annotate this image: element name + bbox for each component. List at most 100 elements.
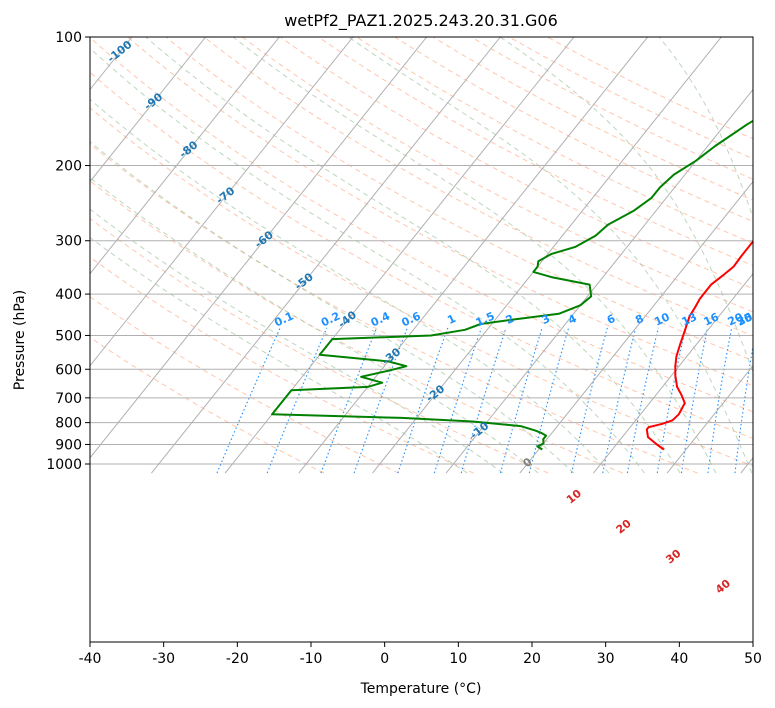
isotherm-label: 30 bbox=[663, 547, 683, 567]
mixing-ratio-line bbox=[734, 342, 753, 474]
isotherm-label: -60 bbox=[252, 228, 276, 251]
mixing-ratio-label: 4 bbox=[566, 312, 579, 327]
x-tick-label: 40 bbox=[670, 651, 688, 667]
mixing-ratio-label: 10 bbox=[652, 310, 672, 328]
dry-adiabat bbox=[394, 37, 753, 223]
y-tick-label: 200 bbox=[55, 159, 82, 175]
moist-adiabat bbox=[499, 37, 753, 374]
moist-adiabat bbox=[232, 37, 717, 474]
dry-adiabat bbox=[356, 37, 753, 244]
dry-adiabat bbox=[241, 37, 753, 313]
mixing-ratio-line bbox=[571, 327, 608, 474]
isotherm-line bbox=[90, 37, 280, 275]
dry-adiabat bbox=[432, 37, 753, 201]
mixing-ratio-label: 1 bbox=[445, 312, 457, 327]
dry-adiabat bbox=[203, 37, 753, 337]
x-tick-label: 20 bbox=[523, 651, 541, 667]
y-axis-label: Pressure (hPa) bbox=[12, 290, 28, 390]
mixing-ratio-line bbox=[499, 327, 543, 474]
mixing-ratio-line bbox=[707, 327, 733, 474]
mixing-ratio-line bbox=[656, 327, 687, 474]
dry-adiabat bbox=[90, 218, 549, 474]
mixing-ratio-line bbox=[353, 327, 408, 474]
dry-adiabat bbox=[90, 143, 698, 474]
x-tick-label: -10 bbox=[300, 651, 323, 667]
mixing-ratio-label: 0.4 bbox=[369, 309, 392, 329]
y-tick-label: 300 bbox=[55, 234, 82, 250]
mixing-ratio-line bbox=[433, 327, 482, 474]
background-lines bbox=[90, 37, 775, 474]
mixing-ratio-line bbox=[758, 328, 775, 473]
moist-adiabat bbox=[90, 208, 504, 474]
dry-adiabat bbox=[280, 37, 753, 290]
isotherm-line bbox=[90, 37, 133, 91]
dry-adiabat bbox=[547, 37, 753, 140]
y-tick-label: 100 bbox=[55, 30, 82, 46]
plot-frame bbox=[89, 36, 754, 643]
dry-adiabat bbox=[90, 37, 753, 413]
x-tick-label: -20 bbox=[226, 651, 249, 667]
dry-adiabat bbox=[90, 71, 753, 439]
isotherm-line bbox=[0, 37, 58, 473]
x-tick-label: 0 bbox=[380, 651, 389, 667]
grid-lines bbox=[0, 37, 753, 474]
isotherm-line bbox=[90, 37, 207, 183]
chart-title: wetPf2_PAZ1.2025.243.20.31.G06 bbox=[284, 11, 558, 31]
isotherm-label: 10 bbox=[564, 487, 584, 507]
isotherm-line bbox=[90, 37, 354, 367]
isotherm-label: -100 bbox=[105, 38, 135, 66]
mixing-ratio-line bbox=[266, 327, 328, 474]
isotherm-label: -50 bbox=[292, 270, 316, 293]
moist-adiabat bbox=[90, 236, 468, 474]
dry-adiabat bbox=[90, 296, 399, 474]
x-tick-label: -30 bbox=[152, 651, 175, 667]
axis-ticks: -40 -30 -20 -10 0 10 20 30 40 5010020030040050060… bbox=[46, 30, 762, 667]
isotherm-label: 20 bbox=[614, 517, 634, 537]
isotherm-line bbox=[445, 88, 753, 474]
mixing-ratio-line bbox=[460, 327, 507, 474]
moist-adiabat bbox=[90, 140, 574, 474]
y-tick-label: 600 bbox=[55, 362, 82, 378]
isotherm-line bbox=[666, 364, 753, 474]
mixing-ratio-line bbox=[320, 327, 378, 474]
mixing-ratio-label: 16 bbox=[702, 310, 722, 328]
y-tick-label: 900 bbox=[55, 437, 82, 453]
y-tick-label: 400 bbox=[55, 287, 82, 303]
isotherm-line bbox=[90, 37, 428, 459]
mixing-ratio-line bbox=[528, 327, 570, 474]
moist-adiabat bbox=[90, 47, 645, 474]
isotherm-line bbox=[298, 37, 649, 474]
isotherm-label: -70 bbox=[214, 184, 238, 207]
moist-adiabat bbox=[658, 37, 753, 220]
isotherm-line bbox=[740, 457, 753, 474]
isotherm-line bbox=[151, 37, 501, 474]
x-axis-label: Temperature (°C) bbox=[360, 681, 482, 697]
dry-adiabat bbox=[90, 336, 325, 474]
dry-adiabat bbox=[90, 107, 753, 467]
mixing-ratio-label: 0.1 bbox=[272, 309, 295, 329]
mixing-ratio-label: 1.5 bbox=[474, 309, 497, 329]
dewpoint-line bbox=[271, 119, 753, 451]
dry-adiabat bbox=[470, 37, 753, 180]
isotherm-line bbox=[372, 37, 722, 474]
isotherm-label: 40 bbox=[713, 577, 733, 597]
isotherm-line bbox=[519, 180, 753, 474]
dry-adiabat bbox=[90, 180, 623, 474]
moist-adiabat bbox=[348, 37, 753, 474]
mixing-ratio-label: 36 bbox=[735, 310, 755, 328]
mixing-ratio-line bbox=[680, 327, 709, 474]
moist-adiabat bbox=[90, 177, 539, 474]
mixing-ratio-label: 25 bbox=[735, 310, 754, 328]
y-tick-label: 700 bbox=[55, 391, 82, 407]
y-tick-label: 500 bbox=[55, 328, 82, 344]
isotherm-line bbox=[593, 272, 753, 474]
mixing-ratio-label: 0.2 bbox=[319, 309, 342, 329]
mixing-ratio-label: 8 bbox=[633, 312, 645, 327]
moist-adiabat bbox=[90, 98, 610, 474]
temperature-line bbox=[645, 239, 753, 451]
isotherm-label: -80 bbox=[177, 138, 201, 161]
x-tick-label: -40 bbox=[79, 651, 102, 667]
mixing-ratio-label: 20 bbox=[726, 310, 746, 328]
y-tick-label: 800 bbox=[55, 416, 82, 432]
